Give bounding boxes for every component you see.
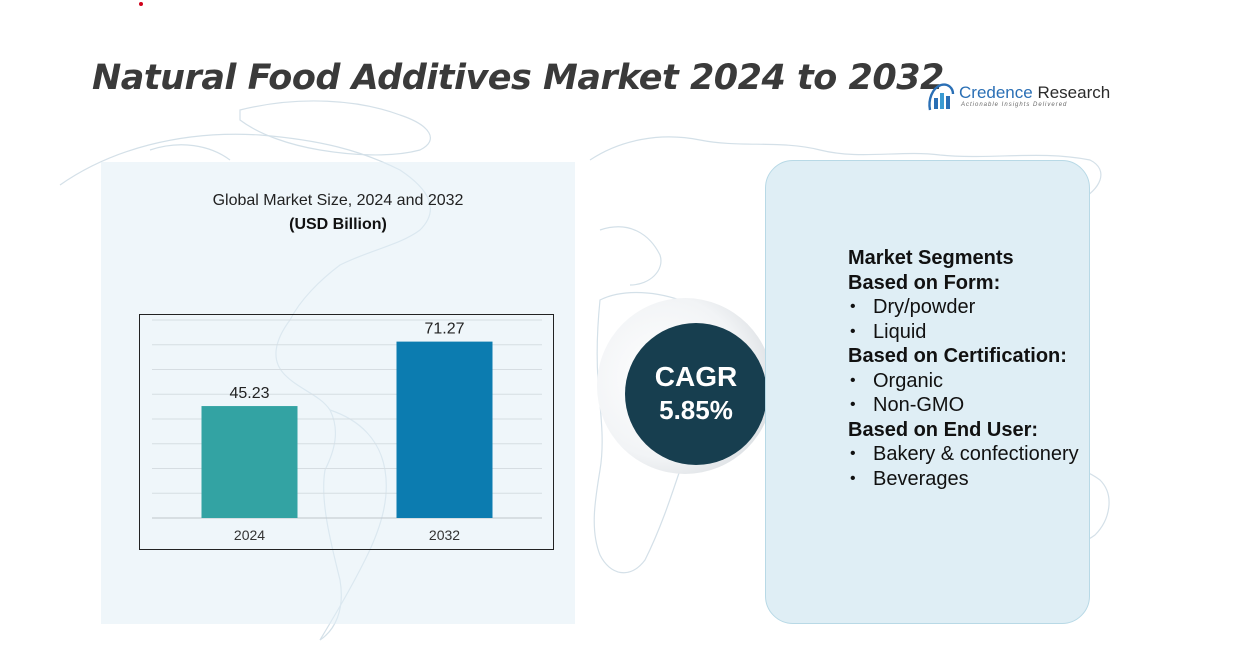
bar-2024 [201, 406, 298, 518]
segment-group-form-list: Dry/powder Liquid [848, 295, 1088, 344]
red-dot-mark [139, 2, 143, 6]
segment-item: Organic [848, 369, 1088, 394]
segment-group-end-user-title: Based on End User: [848, 418, 1039, 441]
segment-group-end-user-list: Bakery & confectionery Beverages [848, 442, 1088, 491]
brand-name-primary: Credence [959, 83, 1033, 102]
bar-chart-frame: 45.23 2024 71.27 2032 [139, 314, 554, 550]
segments-heading: Market Segments [848, 247, 1014, 269]
x-tick-label-2024: 2024 [234, 527, 265, 543]
brand-name-secondary: Research [1032, 83, 1111, 102]
data-label-2024: 45.23 [229, 385, 269, 402]
segment-group-form-title: Based on Form: [848, 271, 1001, 294]
segment-item: Non-GMO [848, 393, 1088, 418]
brand-logo: Credence Research Actionable Insights De… [927, 82, 1117, 114]
bar-2032 [396, 341, 493, 518]
data-label-2032: 71.27 [424, 321, 464, 338]
brand-name: Credence Research [959, 83, 1110, 103]
segment-item: Beverages [848, 467, 1088, 492]
cagr-label: CAGR [654, 361, 738, 392]
cagr-value: 5.85% [659, 395, 733, 425]
chart-units: (USD Billion) [289, 216, 387, 233]
market-size-panel [101, 162, 575, 624]
bar-chart: 45.23 2024 71.27 2032 [152, 319, 542, 543]
x-tick-label-2032: 2032 [429, 527, 460, 543]
chart-subtitle: Global Market Size, 2024 and 2032 [212, 192, 464, 209]
market-segments: Market Segments Based on Form: Dry/powde… [848, 246, 1088, 491]
segment-item: Liquid [848, 320, 1088, 345]
page-title: Natural Food Additives Market 2024 to 20… [92, 58, 944, 98]
segment-item: Dry/powder [848, 295, 1088, 320]
bar-chart-logo-icon [928, 83, 955, 111]
segment-group-certification-list: Organic Non-GMO [848, 369, 1088, 418]
segment-group-certification-title: Based on Certification: [848, 345, 1067, 367]
brand-tagline: Actionable Insights Delivered [961, 102, 1068, 108]
segment-item: Bakery & confectionery [848, 442, 1088, 467]
cagr-badge: CAGR 5.85% [625, 323, 767, 465]
